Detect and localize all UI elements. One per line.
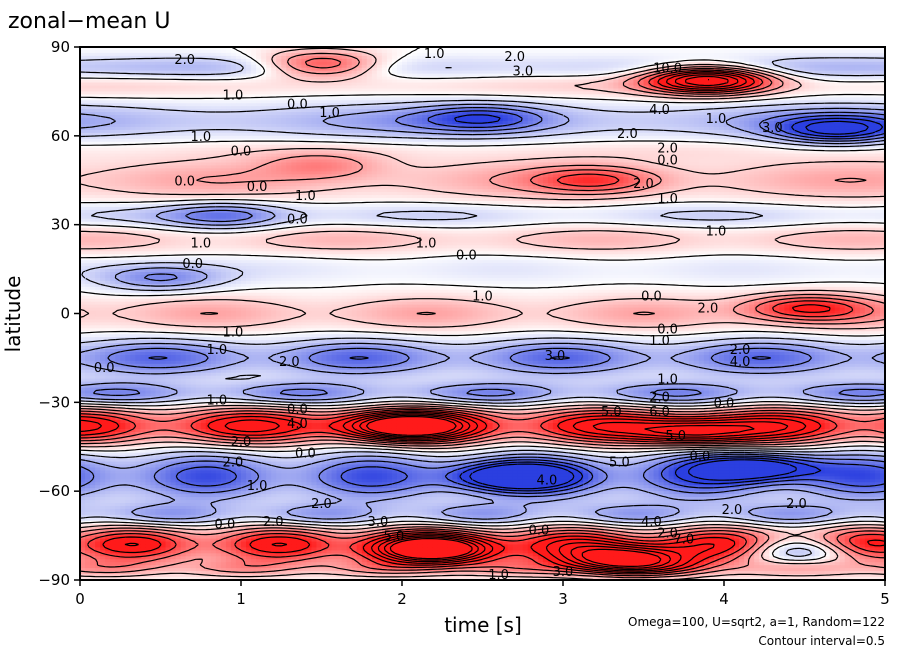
chart: 2.01.00.01.01.00.00.0 0.01.00.01.0 1.00.00… <box>0 0 904 654</box>
